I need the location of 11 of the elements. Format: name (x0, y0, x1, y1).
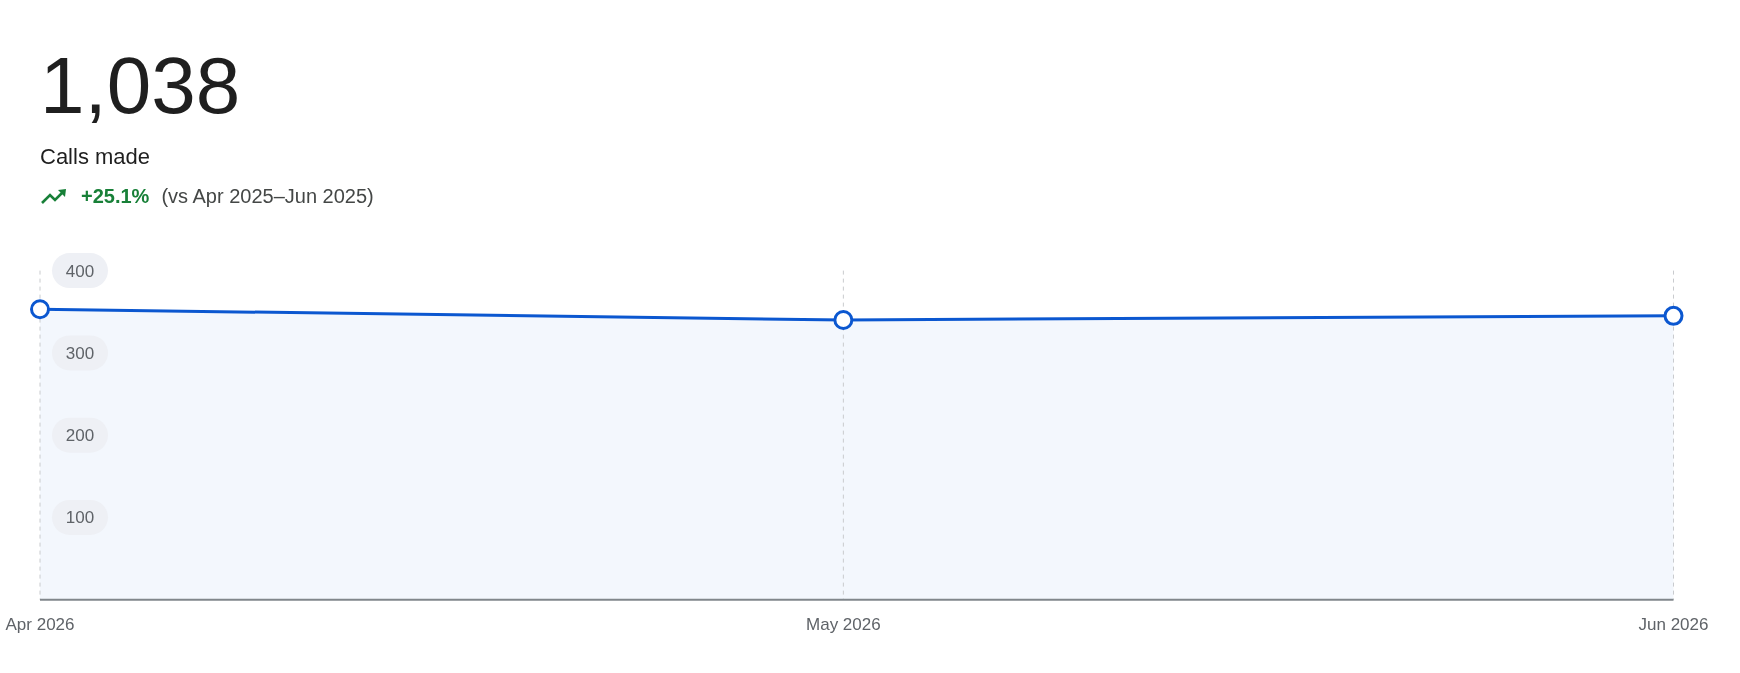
text: +25.1% (81, 185, 150, 207)
x-tick-label: Apr 2026 (5, 615, 75, 634)
chart-subtitle: Calls made (40, 144, 151, 169)
x-tick-label: Jun 2026 (1638, 615, 1709, 634)
text: (vs Apr 2025–Jun 2025) (161, 185, 374, 207)
y-tick-label: 100 (65, 507, 95, 527)
chart-title: 1,038 (40, 41, 241, 130)
y-tick-label: 400 (65, 261, 95, 281)
y-tick-label: 300 (65, 343, 95, 363)
y-tick-label: 200 (65, 425, 95, 445)
x-tick-label: May 2026 (806, 615, 881, 634)
